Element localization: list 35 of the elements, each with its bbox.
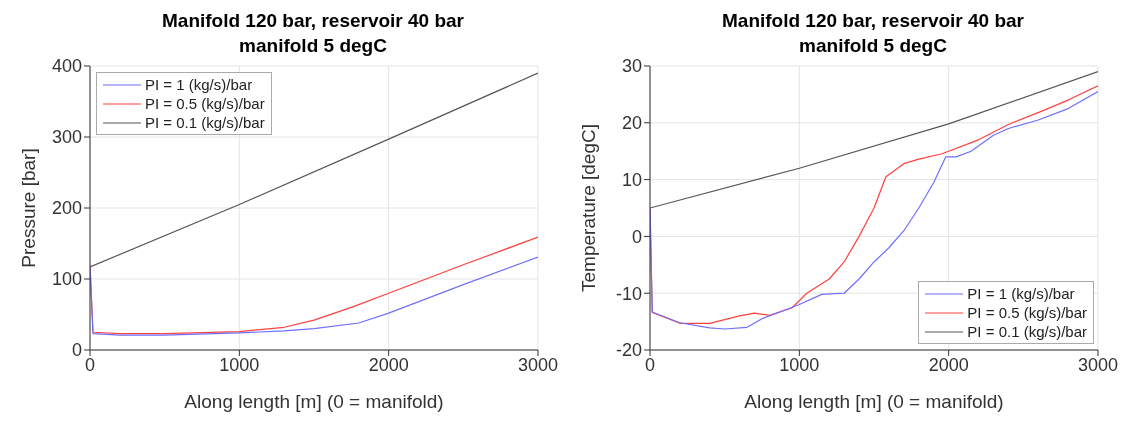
y-tick-label: 10 <box>621 169 642 190</box>
x-tick-label: 3000 <box>517 354 559 375</box>
x-axis-title: Along length [m] (0 = manifold) <box>184 391 444 412</box>
line-series <box>90 72 538 268</box>
legend-label: PI = 0.1 (kg/s)/bar <box>967 322 1087 341</box>
x-tick-label: 1000 <box>779 354 820 375</box>
line-series <box>650 71 1098 209</box>
y-tick-label: 300 <box>51 127 82 148</box>
y-tick-label: -20 <box>615 340 642 361</box>
line-series <box>90 256 538 336</box>
x-tick-label: 2000 <box>368 354 409 375</box>
y-tick-label: 100 <box>51 269 82 290</box>
y-axis-title: Temperature [degC] <box>577 124 599 292</box>
legend-label: PI = 1 (kg/s)/bar <box>145 75 253 94</box>
legend-label: PI = 0.1 (kg/s)/bar <box>145 113 265 132</box>
legend-label: PI = 0.5 (kg/s)/bar <box>145 94 265 113</box>
chart-title: Manifold 120 bar, reservoir 40 bar manifold 5 degC <box>721 9 1025 58</box>
x-axis-title: Along length [m] (0 = manifold) <box>744 391 1004 412</box>
x-tick-label: 3000 <box>1077 354 1119 375</box>
x-tick-label: 2000 <box>928 354 969 375</box>
x-tick-label: 0 <box>84 354 96 375</box>
x-tick-label: 0 <box>644 354 656 375</box>
chart-title: Manifold 120 bar, reservoir 40 bar manifold 5 degC <box>161 9 465 58</box>
y-tick-label: 30 <box>621 56 642 77</box>
legend-label: PI = 1 (kg/s)/bar <box>967 284 1075 303</box>
y-tick-label: 0 <box>71 340 82 361</box>
y-tick-label: 400 <box>51 56 82 77</box>
line-series <box>90 236 538 335</box>
x-tick-label: 1000 <box>219 354 260 375</box>
y-tick-label: 200 <box>51 198 82 219</box>
y-tick-label: 20 <box>621 113 642 134</box>
y-tick-label: 0 <box>631 226 642 247</box>
legend-label: PI = 0.5 (kg/s)/bar <box>967 303 1087 322</box>
y-tick-label: -10 <box>615 283 642 304</box>
y-axis-title: Pressure [bar] <box>17 148 39 268</box>
